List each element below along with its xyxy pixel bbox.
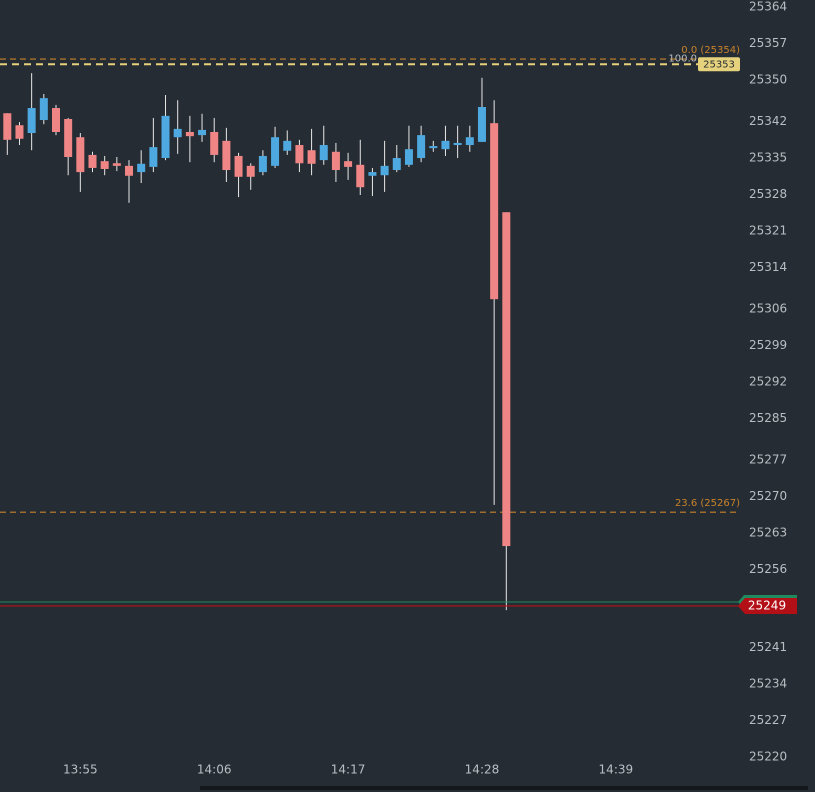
y-tick-label: 25277 xyxy=(749,453,787,467)
y-tick-label: 25292 xyxy=(749,375,787,389)
y-tick-label: 25364 xyxy=(749,0,787,14)
candle-body xyxy=(222,140,231,171)
y-tick-label: 25270 xyxy=(749,489,787,503)
y-tick-label: 25350 xyxy=(749,72,787,86)
candle-body xyxy=(356,164,365,188)
y-tick-label: 25256 xyxy=(749,562,787,576)
candle-body xyxy=(39,98,48,121)
candle-body xyxy=(210,132,219,155)
fib-label: 0.0 (25354) xyxy=(681,45,740,56)
y-tick-label: 25220 xyxy=(749,750,787,764)
x-tick-label: 14:28 xyxy=(465,763,500,777)
candle-body xyxy=(112,163,121,166)
y-tick-label: 25241 xyxy=(749,640,787,654)
x-tick-label: 13:55 xyxy=(63,763,98,777)
candle-body xyxy=(100,161,109,169)
candle-body xyxy=(3,113,12,140)
candle-body xyxy=(137,163,146,173)
range-tag-label: 25353 xyxy=(703,59,735,70)
candle-body xyxy=(344,161,353,167)
y-tick-label: 25342 xyxy=(749,114,787,128)
candle-body xyxy=(368,172,377,176)
candle-body xyxy=(173,128,182,138)
y-tick-label: 25357 xyxy=(749,36,787,50)
candle-body xyxy=(490,123,499,300)
y-tick-label: 25227 xyxy=(749,713,787,727)
candle-body xyxy=(453,142,462,146)
candle-body xyxy=(76,137,85,173)
candle-body xyxy=(51,108,60,132)
candle-body xyxy=(271,137,280,166)
candle-body xyxy=(307,150,316,164)
fib-label: 23.6 (25267) xyxy=(675,498,740,509)
y-tick-label: 25263 xyxy=(749,526,787,540)
candle-body xyxy=(295,145,304,164)
candle-body xyxy=(125,165,134,176)
candle-body xyxy=(88,154,97,168)
candle-body xyxy=(465,137,474,146)
candle-body xyxy=(392,158,401,171)
candle-body xyxy=(417,135,426,159)
x-tick-label: 14:17 xyxy=(331,763,366,777)
x-tick-label: 14:39 xyxy=(599,763,634,777)
candle-body xyxy=(27,108,36,134)
y-tick-label: 25328 xyxy=(749,187,787,201)
candle-body xyxy=(64,118,73,157)
x-tick-label: 14:06 xyxy=(197,763,232,777)
candle-body xyxy=(198,129,207,136)
y-tick-label: 25321 xyxy=(749,223,787,237)
candle-body xyxy=(319,145,328,161)
y-tick-label: 25335 xyxy=(749,151,787,165)
y-tick-label: 25314 xyxy=(749,260,787,274)
range-label: 100.0 xyxy=(668,53,697,64)
candle-body xyxy=(477,107,486,142)
y-tick-label: 25234 xyxy=(749,677,787,691)
candle-body xyxy=(246,165,255,177)
candle-body xyxy=(404,149,413,165)
candle-body xyxy=(429,146,438,149)
last-price-label: 25249 xyxy=(748,598,786,612)
y-tick-label: 25299 xyxy=(749,338,787,352)
candle-body xyxy=(149,147,158,167)
last-price-tag xyxy=(738,597,797,614)
candle-body xyxy=(502,212,511,547)
candle-body xyxy=(15,125,24,139)
candle-body xyxy=(258,155,267,173)
candle-body xyxy=(283,140,292,151)
candle-body xyxy=(234,155,243,177)
candle-body xyxy=(331,151,340,171)
y-tick-label: 25285 xyxy=(749,411,787,425)
range-tag xyxy=(698,57,740,72)
candle-body xyxy=(185,132,194,137)
candle-body xyxy=(161,115,170,159)
candle-body xyxy=(380,165,389,176)
candle-body xyxy=(441,140,450,150)
y-tick-label: 25306 xyxy=(749,302,787,316)
